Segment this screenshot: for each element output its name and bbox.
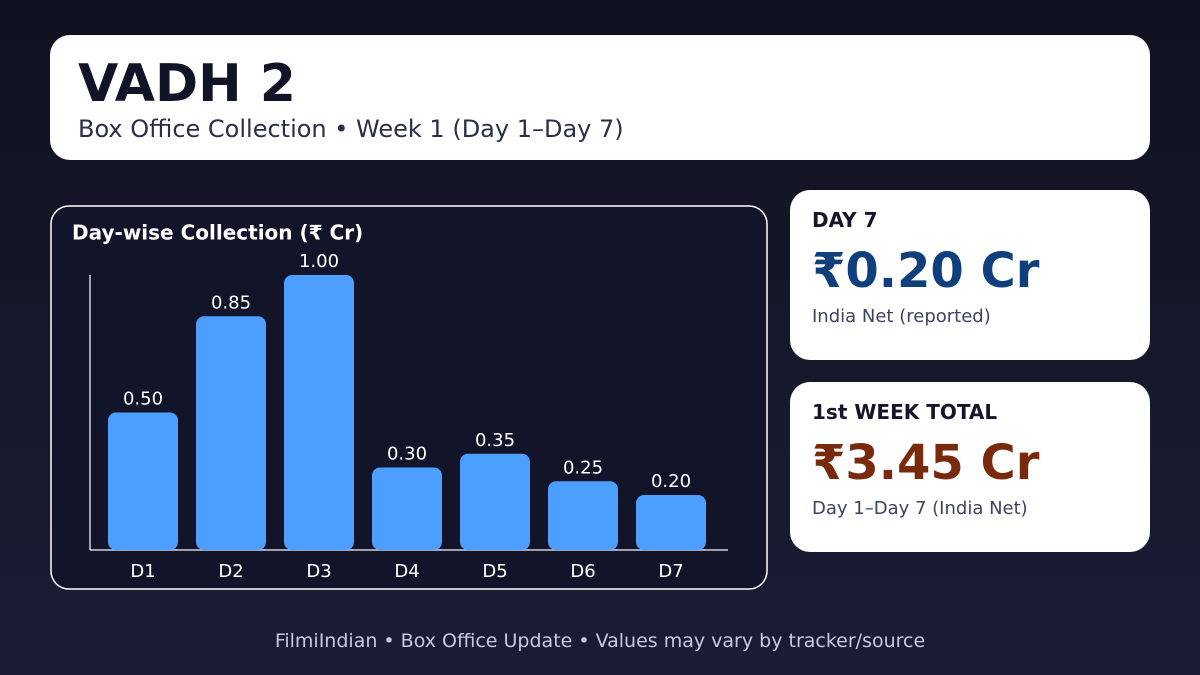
- bar: [460, 453, 530, 550]
- chart: Day-wise Collection (₹ Cr) D1 0.50 D2 0.85 D…: [50, 205, 768, 590]
- stat-label: 1st WEEK TOTAL: [812, 400, 998, 424]
- subtitle: Box Office Collection • Week 1 (Day 1–Da…: [78, 115, 624, 143]
- stat-value: ₹3.45 Cr: [812, 435, 1040, 491]
- value-label: 0.85: [211, 292, 251, 313]
- x-tick-label: D3: [306, 561, 331, 582]
- stat-label: DAY 7: [812, 208, 878, 232]
- stat-value: ₹0.20 Cr: [812, 243, 1040, 299]
- x-tick-label: D6: [570, 561, 595, 582]
- footer: FilmiIndian • Box Office Update • Values…: [274, 630, 926, 652]
- x-tick-label: D1: [130, 561, 155, 582]
- x-tick-label: D7: [658, 561, 683, 582]
- value-label: 1.00: [299, 251, 339, 272]
- x-tick-label: D2: [218, 561, 243, 582]
- bar: [284, 275, 354, 550]
- chart-title: Day-wise Collection (₹ Cr): [72, 221, 363, 245]
- value-label: 0.30: [387, 444, 427, 465]
- x-tick-label: D5: [482, 561, 507, 582]
- value-label: 0.50: [123, 389, 163, 410]
- title: VADH 2: [78, 54, 296, 114]
- stat-note: Day 1–Day 7 (India Net): [812, 498, 1028, 519]
- stat-note: India Net (reported): [812, 306, 991, 327]
- bar: [196, 316, 266, 550]
- stat-card: DAY 7 ₹0.20 Cr India Net (reported): [790, 190, 1150, 360]
- bar: [548, 481, 618, 550]
- header-card: VADH 2 Box Office Collection • Week 1 (D…: [50, 35, 1150, 160]
- value-label: 0.35: [475, 430, 515, 451]
- bar: [108, 412, 178, 550]
- stat-card: 1st WEEK TOTAL ₹3.45 Cr Day 1–Day 7 (Ind…: [790, 382, 1150, 552]
- bar: [636, 495, 706, 550]
- x-tick-label: D4: [394, 561, 419, 582]
- value-label: 0.25: [563, 457, 603, 478]
- bar: [372, 467, 442, 550]
- value-label: 0.20: [651, 471, 691, 492]
